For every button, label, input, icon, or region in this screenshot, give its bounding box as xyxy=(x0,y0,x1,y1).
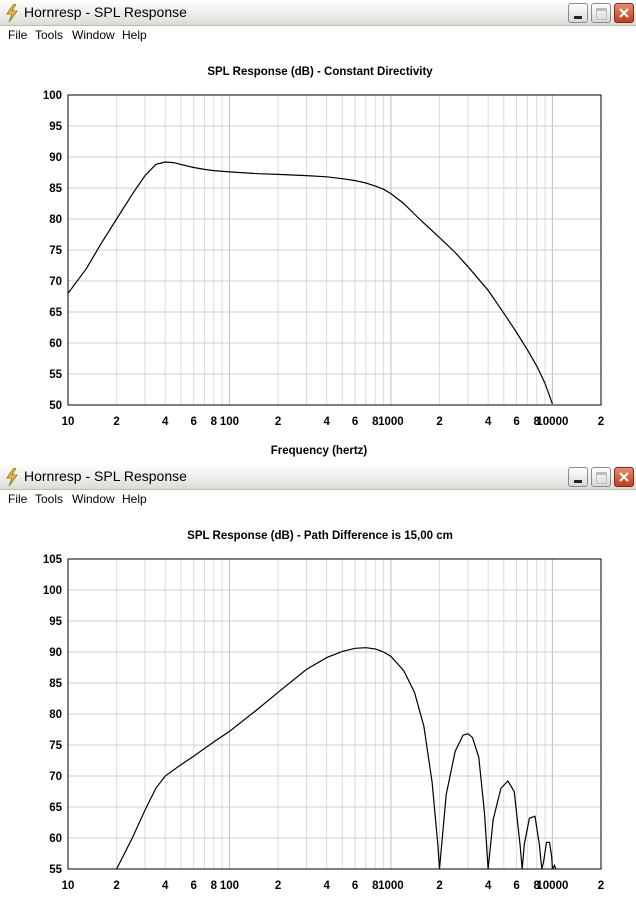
x-tick-label: 100 xyxy=(220,416,239,428)
y-tick-label: 50 xyxy=(49,400,62,412)
x-tick-label: 8 xyxy=(211,416,218,428)
title-bar[interactable]: Hornresp - SPL Response xyxy=(0,0,636,26)
y-tick-label: 75 xyxy=(49,740,62,752)
x-tick-label: 1000 xyxy=(378,880,404,892)
lightning-bolt-icon xyxy=(6,468,18,486)
plot-area: SPL Response (dB) - Constant Directivity… xyxy=(0,45,636,467)
minimize-button[interactable] xyxy=(568,467,588,487)
window-title: Hornresp - SPL Response xyxy=(24,4,187,20)
chart-title: SPL Response (dB) - Path Difference is 1… xyxy=(187,530,453,542)
y-tick-label: 105 xyxy=(43,554,63,566)
close-button[interactable] xyxy=(614,3,634,23)
x-tick-label: 4 xyxy=(162,416,169,428)
x-tick-label: 10000 xyxy=(536,880,568,892)
y-tick-label: 85 xyxy=(49,183,62,195)
y-tick-label: 85 xyxy=(49,678,62,690)
grid xyxy=(68,559,601,869)
y-tick-label: 70 xyxy=(49,276,62,288)
x-tick-label: 100 xyxy=(220,880,239,892)
y-tick-label: 55 xyxy=(49,864,62,876)
menu-file[interactable]: File xyxy=(8,28,28,42)
y-tick-label: 100 xyxy=(43,90,62,102)
y-tick-label: 95 xyxy=(49,121,62,133)
menu-window[interactable]: Window xyxy=(72,28,115,42)
x-tick-label: 2 xyxy=(113,416,119,428)
maximize-button[interactable] xyxy=(591,3,611,23)
title-bar[interactable]: Hornresp - SPL Response xyxy=(0,464,636,490)
spl-window-1: Hornresp - SPL Response File Tools Windo… xyxy=(0,0,636,457)
x-tick-label: 4 xyxy=(323,416,330,428)
grid xyxy=(68,95,601,405)
x-tick-label: 1000 xyxy=(378,416,404,428)
plot-area: SPL Response (dB) - Path Difference is 1… xyxy=(0,509,636,911)
y-tick-label: 95 xyxy=(49,616,62,628)
menu-help[interactable]: Help xyxy=(122,492,147,506)
x-tick-label: 2 xyxy=(598,416,604,428)
close-icon xyxy=(619,8,629,18)
minimize-button[interactable] xyxy=(568,3,588,23)
menu-window[interactable]: Window xyxy=(72,492,115,506)
x-tick-label: 2 xyxy=(436,416,442,428)
x-tick-label: 2 xyxy=(275,416,281,428)
x-tick-label: 8 xyxy=(372,416,379,428)
window-title: Hornresp - SPL Response xyxy=(24,468,187,484)
x-tick-label: 6 xyxy=(352,880,358,892)
y-tick-label: 65 xyxy=(49,307,62,319)
x-tick-label: 10 xyxy=(62,880,75,892)
y-tick-label: 90 xyxy=(49,152,62,164)
lightning-bolt-icon xyxy=(6,4,18,22)
y-tick-label: 75 xyxy=(49,245,62,257)
y-tick-label: 60 xyxy=(49,338,62,350)
y-tick-label: 100 xyxy=(43,585,62,597)
y-tick-label: 60 xyxy=(49,833,62,845)
menu-bar: File Tools Window Help xyxy=(0,26,636,45)
series-line xyxy=(116,647,557,869)
x-tick-label: 4 xyxy=(485,880,492,892)
spl-chart-constant-directivity: SPL Response (dB) - Constant Directivity… xyxy=(43,66,604,457)
close-icon xyxy=(619,472,629,482)
y-tick-label: 70 xyxy=(49,771,62,783)
y-tick-label: 80 xyxy=(49,709,62,721)
x-axis-label: Frequency (hertz) xyxy=(271,445,368,457)
menu-bar: File Tools Window Help xyxy=(0,490,636,509)
menu-help[interactable]: Help xyxy=(122,28,147,42)
x-tick-label: 4 xyxy=(485,416,492,428)
menu-file[interactable]: File xyxy=(8,492,28,506)
x-tick-label: 6 xyxy=(513,416,519,428)
y-tick-label: 55 xyxy=(49,369,62,381)
maximize-button[interactable] xyxy=(591,467,611,487)
x-tick-label: 4 xyxy=(323,880,330,892)
x-tick-label: 2 xyxy=(113,880,119,892)
x-tick-label: 6 xyxy=(352,416,358,428)
x-tick-label: 6 xyxy=(190,880,196,892)
x-tick-label: 8 xyxy=(534,880,541,892)
x-tick-label: 8 xyxy=(534,416,541,428)
x-tick-label: 6 xyxy=(190,416,196,428)
x-tick-label: 8 xyxy=(372,880,379,892)
chart-title: SPL Response (dB) - Constant Directivity xyxy=(207,66,433,78)
x-tick-label: 4 xyxy=(162,880,169,892)
y-tick-label: 80 xyxy=(49,214,62,226)
x-tick-label: 2 xyxy=(436,880,442,892)
x-tick-label: 2 xyxy=(598,880,604,892)
spl-chart-path-difference: SPL Response (dB) - Path Difference is 1… xyxy=(43,530,604,892)
x-tick-label: 10 xyxy=(62,416,75,428)
plot-frame xyxy=(67,94,602,406)
x-tick-label: 6 xyxy=(513,880,519,892)
spl-window-2: Hornresp - SPL Response File Tools Windo… xyxy=(0,464,636,907)
x-tick-label: 10000 xyxy=(536,416,568,428)
plot-frame xyxy=(67,558,602,870)
menu-tools[interactable]: Tools xyxy=(35,28,64,42)
series-line xyxy=(68,161,553,405)
x-tick-label: 8 xyxy=(211,880,218,892)
x-tick-label: 2 xyxy=(275,880,281,892)
y-tick-label: 65 xyxy=(49,802,62,814)
close-button[interactable] xyxy=(614,467,634,487)
menu-tools[interactable]: Tools xyxy=(35,492,64,506)
y-tick-label: 90 xyxy=(49,647,62,659)
